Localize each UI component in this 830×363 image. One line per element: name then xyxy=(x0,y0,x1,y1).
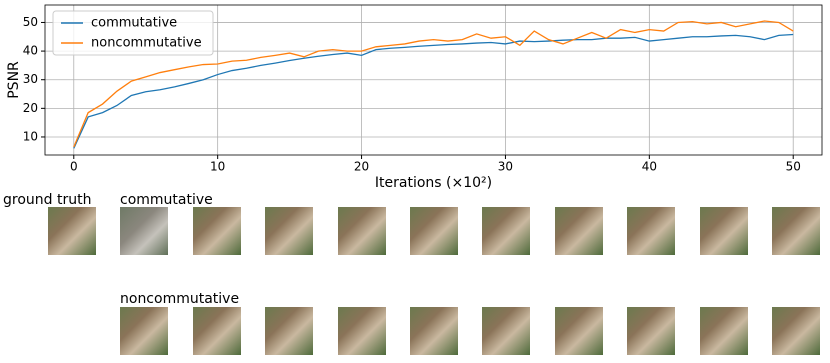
image xyxy=(555,207,603,255)
image xyxy=(627,207,675,255)
x-tick-label: 50 xyxy=(786,160,801,174)
line xyxy=(73,33,794,149)
row-label: ground truth xyxy=(3,192,91,208)
image xyxy=(627,307,675,355)
x-tick-label: 20 xyxy=(354,160,369,174)
image xyxy=(410,307,458,355)
image xyxy=(555,307,603,355)
row-label: noncommutative xyxy=(120,291,239,307)
legend-label: noncommutative xyxy=(91,36,202,51)
x-tick-label: 40 xyxy=(642,160,657,174)
thumbnails xyxy=(48,207,820,355)
image xyxy=(700,207,748,255)
line xyxy=(73,20,794,148)
x-axis-label: Iterations (×10²) xyxy=(375,175,492,191)
image xyxy=(772,307,820,355)
legend-box xyxy=(52,10,214,56)
image xyxy=(193,307,241,355)
image xyxy=(48,207,96,255)
y-tick-label: 20 xyxy=(23,101,38,115)
y-axis-label: PSNR xyxy=(6,61,22,99)
y-tick-label: 30 xyxy=(23,72,38,86)
x-tick-label: 10 xyxy=(210,160,225,174)
y-tick-label: 10 xyxy=(23,129,38,143)
image xyxy=(482,307,530,355)
image xyxy=(338,207,386,255)
image xyxy=(338,307,386,355)
image xyxy=(193,207,241,255)
image xyxy=(265,207,313,255)
x-tick-label: 30 xyxy=(498,160,513,174)
plot-frame xyxy=(44,4,823,156)
legend-label: commutative xyxy=(91,16,177,31)
image xyxy=(120,207,168,255)
x-tick-label: 0 xyxy=(70,160,78,174)
row-label: commutative xyxy=(120,192,213,208)
image xyxy=(482,207,530,255)
image xyxy=(410,207,458,255)
image xyxy=(700,307,748,355)
y-tick-label: 40 xyxy=(23,44,38,58)
image xyxy=(772,207,820,255)
image xyxy=(265,307,313,355)
y-tick-label: 50 xyxy=(23,15,38,29)
image xyxy=(120,307,168,355)
